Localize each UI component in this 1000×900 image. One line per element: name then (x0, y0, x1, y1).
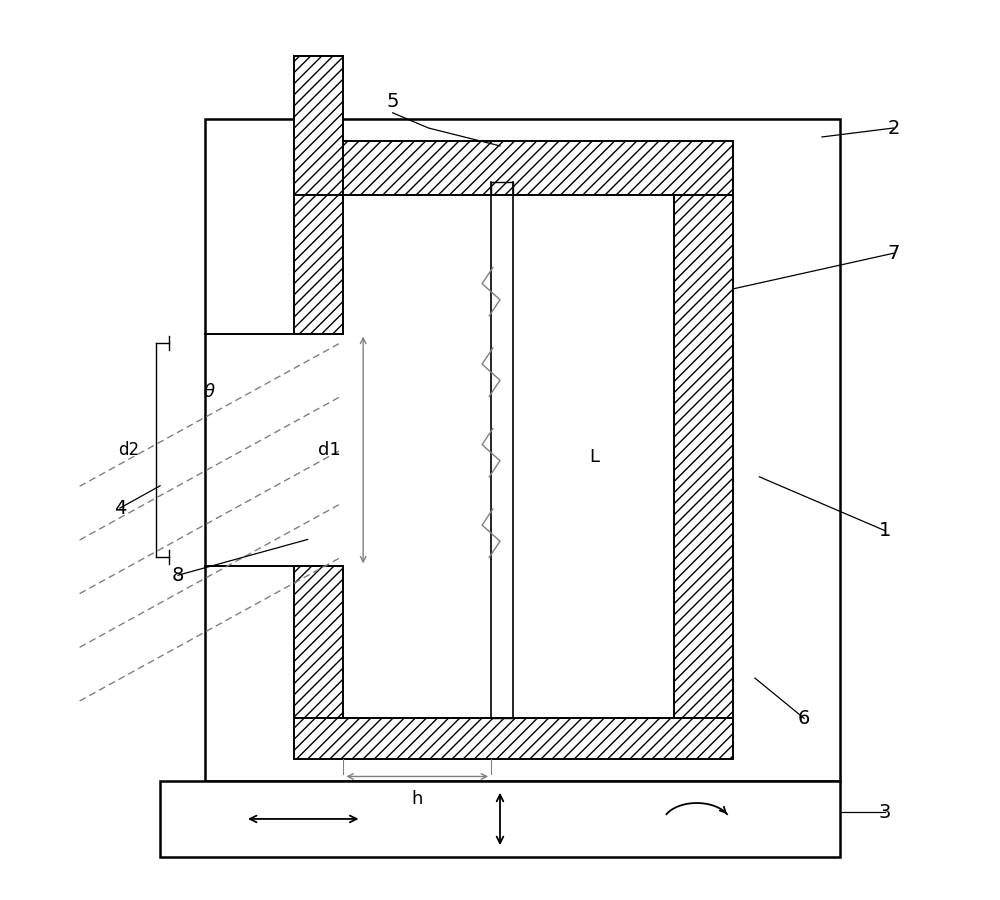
Bar (294, 141, 733, 195)
Bar (294, 566, 343, 718)
Text: 1: 1 (878, 521, 891, 540)
Text: 5: 5 (386, 92, 399, 111)
Bar (294, 718, 733, 759)
Text: 4: 4 (114, 499, 126, 517)
Bar (491, 182, 513, 718)
Text: 2: 2 (887, 119, 900, 138)
Bar (294, 57, 343, 195)
Text: 3: 3 (878, 803, 891, 822)
Text: d2: d2 (118, 441, 139, 459)
Bar (343, 195, 674, 718)
Text: h: h (412, 790, 423, 808)
Text: L: L (589, 447, 599, 465)
Bar (205, 119, 840, 781)
Text: $\theta$: $\theta$ (203, 382, 216, 400)
Bar (160, 781, 840, 857)
Text: 8: 8 (172, 566, 184, 585)
Bar (294, 195, 343, 334)
Text: d1: d1 (318, 441, 341, 459)
Text: 7: 7 (887, 244, 900, 263)
Bar (674, 195, 733, 718)
Text: 6: 6 (798, 709, 810, 728)
